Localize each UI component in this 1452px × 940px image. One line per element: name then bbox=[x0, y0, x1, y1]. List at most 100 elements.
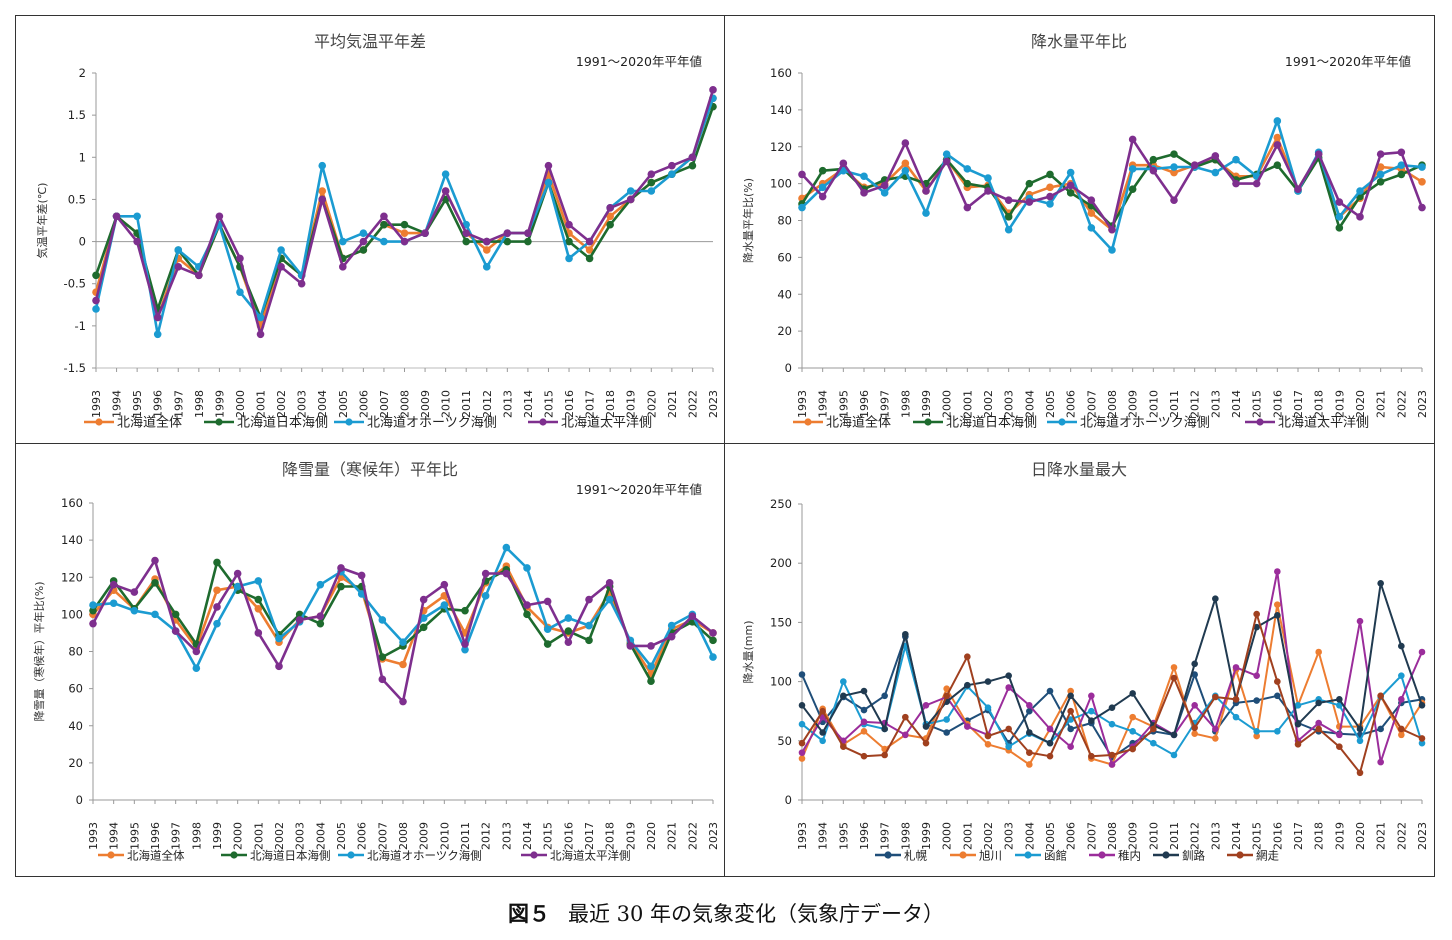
data-point bbox=[1232, 179, 1240, 188]
data-point bbox=[440, 601, 449, 609]
data-point bbox=[523, 564, 531, 572]
chart-precipitation-ratio: 降水量平年比 1991～2020年平年値 0 20 40 60 80 100 120 140 160… bbox=[741, 32, 1429, 431]
data-point bbox=[565, 254, 573, 263]
data-point bbox=[1398, 731, 1405, 739]
data-point bbox=[984, 704, 992, 711]
legend-label: 北海道太平洋側 bbox=[1278, 416, 1369, 431]
data-point bbox=[1335, 224, 1344, 232]
data-point bbox=[984, 678, 992, 685]
x-tick-label: 2000 bbox=[941, 390, 954, 418]
y-tick-label: 2 bbox=[79, 66, 86, 80]
y-tick-label: 60 bbox=[68, 682, 83, 696]
data-point bbox=[1418, 177, 1426, 186]
chart-snowfall-ratio: 降雪量（寒候年）平年比 1991～2020年平年値 0 20 40 60 80 100 120 1… bbox=[32, 460, 720, 863]
data-point bbox=[1273, 117, 1282, 125]
x-tick-label: 2000 bbox=[941, 822, 954, 850]
data-point bbox=[881, 725, 888, 733]
data-point bbox=[1066, 168, 1075, 177]
data-point bbox=[963, 165, 972, 173]
x-tick-label: 2014 bbox=[521, 822, 534, 850]
data-point bbox=[647, 662, 655, 671]
data-point bbox=[1274, 692, 1281, 700]
data-point bbox=[606, 212, 614, 221]
data-point bbox=[1336, 743, 1343, 751]
data-point bbox=[585, 595, 593, 604]
x-tick-label: 2002 bbox=[982, 390, 995, 418]
data-point bbox=[461, 606, 469, 615]
x-tick-label: 2000 bbox=[234, 390, 247, 418]
data-point bbox=[275, 662, 283, 671]
legend-marker bbox=[1256, 418, 1264, 426]
data-point bbox=[819, 737, 826, 745]
data-point bbox=[1376, 163, 1385, 171]
data-point bbox=[419, 614, 428, 622]
data-point bbox=[421, 229, 429, 237]
legend-marker bbox=[1162, 851, 1170, 859]
data-point bbox=[213, 586, 221, 595]
legend-label: 札幌 bbox=[904, 849, 927, 863]
x-tick-label: 2007 bbox=[376, 822, 389, 850]
y-tick-label: -0.5 bbox=[64, 277, 86, 291]
data-point bbox=[1066, 181, 1075, 190]
x-tick-label: 1993 bbox=[796, 390, 809, 418]
data-point bbox=[523, 601, 531, 609]
data-point bbox=[1336, 731, 1343, 739]
data-point bbox=[1315, 725, 1322, 733]
data-point bbox=[1212, 693, 1219, 701]
data-point bbox=[337, 564, 345, 572]
data-point bbox=[1129, 690, 1136, 697]
data-point bbox=[400, 237, 409, 246]
data-point bbox=[1150, 725, 1157, 733]
data-point bbox=[1108, 246, 1116, 254]
figure-caption-label: 図５ bbox=[507, 902, 550, 926]
data-point bbox=[297, 279, 306, 288]
data-point bbox=[585, 254, 594, 263]
data-point bbox=[606, 204, 614, 212]
data-point bbox=[316, 612, 325, 621]
x-tick-label: 2018 bbox=[604, 822, 617, 850]
legend-marker bbox=[1024, 851, 1032, 859]
data-point bbox=[213, 619, 221, 628]
data-point bbox=[1356, 213, 1364, 221]
data-point bbox=[89, 619, 97, 628]
data-point bbox=[860, 752, 868, 760]
series-line-3 bbox=[92, 546, 715, 670]
x-tick-label: 2016 bbox=[1271, 822, 1284, 850]
x-tick-label: 2012 bbox=[1189, 390, 1202, 418]
data-point bbox=[1170, 751, 1178, 759]
y-tick-label: 0 bbox=[785, 361, 792, 375]
data-point bbox=[943, 692, 950, 700]
data-point bbox=[1025, 179, 1034, 188]
data-point bbox=[1046, 192, 1054, 201]
x-tick-label: 2023 bbox=[707, 390, 720, 418]
x-tick-label: 2004 bbox=[314, 822, 327, 850]
legend-label: 網走 bbox=[1256, 849, 1279, 863]
data-point bbox=[840, 678, 847, 685]
x-tick-label: 2003 bbox=[1003, 822, 1016, 850]
legend-label: 北海道オホーツク海側 bbox=[367, 416, 497, 431]
data-point bbox=[1191, 701, 1198, 709]
data-point bbox=[901, 166, 910, 175]
data-point bbox=[236, 254, 244, 263]
chart-note: 1991～2020年平年値 bbox=[1285, 54, 1411, 69]
y-tick-label: 80 bbox=[777, 214, 792, 228]
data-point bbox=[399, 697, 407, 706]
x-tick-label: 2009 bbox=[419, 390, 432, 418]
x-tick-label: 1996 bbox=[858, 390, 871, 418]
data-point bbox=[1129, 728, 1136, 735]
x-tick-label: 2001 bbox=[961, 390, 974, 418]
data-point bbox=[984, 187, 992, 195]
data-point bbox=[688, 612, 697, 621]
data-point bbox=[399, 638, 407, 647]
data-point bbox=[818, 183, 827, 192]
y-axis-label: 降雪量（寒候年）平年比(%) bbox=[32, 581, 46, 721]
data-point bbox=[1377, 580, 1384, 587]
data-point bbox=[668, 170, 676, 178]
x-tick-label: 2008 bbox=[397, 822, 410, 850]
data-point bbox=[1191, 730, 1198, 737]
x-tick-label: 2005 bbox=[335, 822, 348, 850]
data-point bbox=[277, 246, 285, 254]
x-tick-label: 1999 bbox=[211, 822, 224, 850]
x-tick-label: 2019 bbox=[1333, 822, 1346, 850]
legend-label: 北海道全体 bbox=[826, 415, 891, 431]
